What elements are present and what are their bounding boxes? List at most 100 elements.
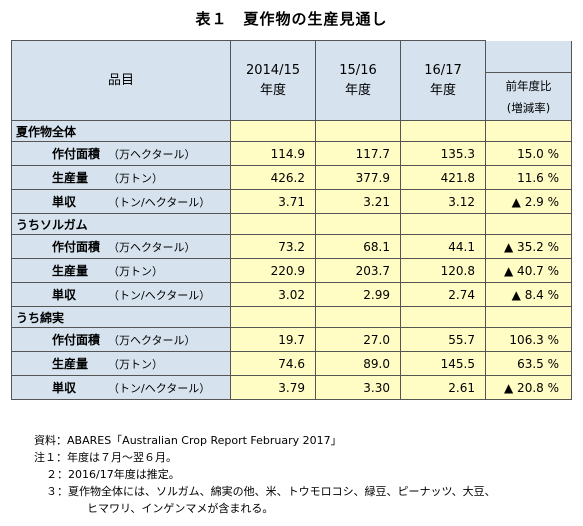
row-unit: （万ヘクタール）: [108, 334, 196, 347]
value-cell-year-1: 3.02: [230, 282, 316, 307]
change-cell: 11.6 %: [485, 165, 572, 190]
header-item: 品目: [11, 40, 231, 121]
value-cell-year-2: 117.7: [315, 141, 401, 166]
value-cell-year-2: 377.9: [315, 165, 401, 190]
value-cell-year-1: 74.6: [230, 351, 316, 376]
row-unit: （トン/ヘクタール）: [108, 289, 211, 302]
crop-table: 品目 2014/15 年度 15/16 年度 16/17 年度 前年度比 (増減…: [11, 40, 572, 400]
header-year-2-suffix: 年度: [344, 82, 371, 98]
group-filler-cell: [400, 120, 486, 142]
value-cell-year-3: 44.1: [400, 234, 486, 259]
note-3-cont: ヒマワリ、インゲンマメが含まれる。: [87, 502, 274, 515]
value-cell-year-1: 3.79: [230, 375, 316, 400]
group-filler-cell: [315, 213, 401, 235]
header-year-3-label: 16/17: [424, 62, 462, 78]
note-source: 資料：ABARES「Australian Crop Report Februar…: [34, 434, 342, 447]
note-2: ２：2016/17年度は推定。: [46, 468, 180, 481]
group-filler-cell: [230, 306, 316, 328]
table-row: 作付面積 （万ヘクタール） 114.9 117.7 135.3 15.0 %: [11, 141, 572, 166]
header-year-1-label: 2014/15: [245, 62, 300, 78]
group-row: うちソルガム: [11, 213, 572, 235]
group-row: 夏作物全体: [11, 120, 572, 142]
table-row: 作付面積 （万ヘクタール） 19.7 27.0 55.7 106.3 %: [11, 327, 572, 352]
table-row: 単収 （トン/ヘクタール） 3.02 2.99 2.74 ▲ 8.4 %: [11, 282, 572, 307]
group-row: うち綿実: [11, 306, 572, 328]
table-row: 単収 （トン/ヘクタール） 3.79 3.30 2.61 ▲ 20.8 %: [11, 375, 572, 400]
row-unit: （万トン）: [108, 172, 163, 185]
row-label: 単収 （トン/ヘクタール）: [11, 282, 231, 307]
row-unit: （トン/ヘクタール）: [108, 196, 211, 209]
value-cell-year-2: 3.21: [315, 189, 401, 214]
row-unit: （万トン）: [108, 358, 163, 371]
group-filler-cell: [315, 306, 401, 328]
table-row: 生産量 （万トン） 426.2 377.9 421.8 11.6 %: [11, 165, 572, 190]
row-item-name: 作付面積: [52, 240, 101, 254]
row-label: 生産量 （万トン）: [11, 165, 231, 190]
header-year-1-suffix: 年度: [259, 82, 286, 98]
row-item-name: 単収: [52, 381, 77, 395]
value-cell-year-1: 426.2: [230, 165, 316, 190]
header-blank: [485, 40, 572, 73]
change-cell: ▲ 20.8 %: [485, 375, 572, 400]
group-filler-cell: [485, 120, 572, 142]
row-label: 単収 （トン/ヘクタール）: [11, 375, 231, 400]
change-cell: ▲ 8.4 %: [485, 282, 572, 307]
header-year-1: 2014/15 年度: [230, 40, 316, 121]
group-filler-cell: [230, 213, 316, 235]
group-filler-cell: [400, 213, 486, 235]
row-label: 作付面積 （万ヘクタール）: [11, 234, 231, 259]
group-name: うち綿実: [11, 306, 231, 328]
group-name: 夏作物全体: [11, 120, 231, 142]
value-cell-year-1: 220.9: [230, 258, 316, 283]
row-item-name: 作付面積: [52, 333, 101, 347]
header-change: 前年度比 (増減率): [485, 72, 572, 121]
row-item-name: 生産量: [52, 357, 89, 371]
header-year-3: 16/17 年度: [400, 40, 486, 121]
value-cell-year-1: 19.7: [230, 327, 316, 352]
row-label: 作付面積 （万ヘクタール）: [11, 141, 231, 166]
change-cell: ▲ 2.9 %: [485, 189, 572, 214]
value-cell-year-3: 55.7: [400, 327, 486, 352]
value-cell-year-2: 89.0: [315, 351, 401, 376]
row-unit: （万トン）: [108, 265, 163, 278]
group-filler-cell: [400, 306, 486, 328]
value-cell-year-1: 73.2: [230, 234, 316, 259]
value-cell-year-2: 3.30: [315, 375, 401, 400]
change-cell: ▲ 40.7 %: [485, 258, 572, 283]
table-row: 作付面積 （万ヘクタール） 73.2 68.1 44.1 ▲ 35.2 %: [11, 234, 572, 259]
note-3: ３：夏作物全体には、ソルガム、綿実の他、米、トウモロコシ、緑豆、ピーナッツ、大豆…: [46, 485, 496, 498]
value-cell-year-1: 3.71: [230, 189, 316, 214]
row-unit: （万ヘクタール）: [108, 241, 196, 254]
header-change-sub: (増減率): [506, 100, 551, 115]
row-label: 作付面積 （万ヘクタール）: [11, 327, 231, 352]
table-row: 単収 （トン/ヘクタール） 3.71 3.21 3.12 ▲ 2.9 %: [11, 189, 572, 214]
group-filler-cell: [485, 306, 572, 328]
value-cell-year-2: 68.1: [315, 234, 401, 259]
value-cell-year-2: 27.0: [315, 327, 401, 352]
row-label: 単収 （トン/ヘクタール）: [11, 189, 231, 214]
header-change-label: 前年度比: [505, 78, 552, 93]
value-cell-year-2: 2.99: [315, 282, 401, 307]
value-cell-year-3: 2.74: [400, 282, 486, 307]
value-cell-year-3: 145.5: [400, 351, 486, 376]
header-year-3-suffix: 年度: [429, 82, 456, 98]
value-cell-year-2: 203.7: [315, 258, 401, 283]
row-label: 生産量 （万トン）: [11, 351, 231, 376]
row-unit: （トン/ヘクタール）: [108, 382, 211, 395]
row-item-name: 単収: [52, 288, 77, 302]
value-cell-year-3: 3.12: [400, 189, 486, 214]
row-item-name: 単収: [52, 195, 77, 209]
table-title: 表１ 夏作物の生産見通し: [195, 10, 388, 28]
value-cell-year-3: 120.8: [400, 258, 486, 283]
table-row: 生産量 （万トン） 74.6 89.0 145.5 63.5 %: [11, 351, 572, 376]
table-row: 生産量 （万トン） 220.9 203.7 120.8 ▲ 40.7 %: [11, 258, 572, 283]
change-cell: ▲ 35.2 %: [485, 234, 572, 259]
header-year-2: 15/16 年度: [315, 40, 401, 121]
change-cell: 63.5 %: [485, 351, 572, 376]
value-cell-year-3: 135.3: [400, 141, 486, 166]
value-cell-year-3: 2.61: [400, 375, 486, 400]
value-cell-year-3: 421.8: [400, 165, 486, 190]
row-label: 生産量 （万トン）: [11, 258, 231, 283]
row-unit: （万ヘクタール）: [108, 148, 196, 161]
row-item-name: 生産量: [52, 264, 89, 278]
